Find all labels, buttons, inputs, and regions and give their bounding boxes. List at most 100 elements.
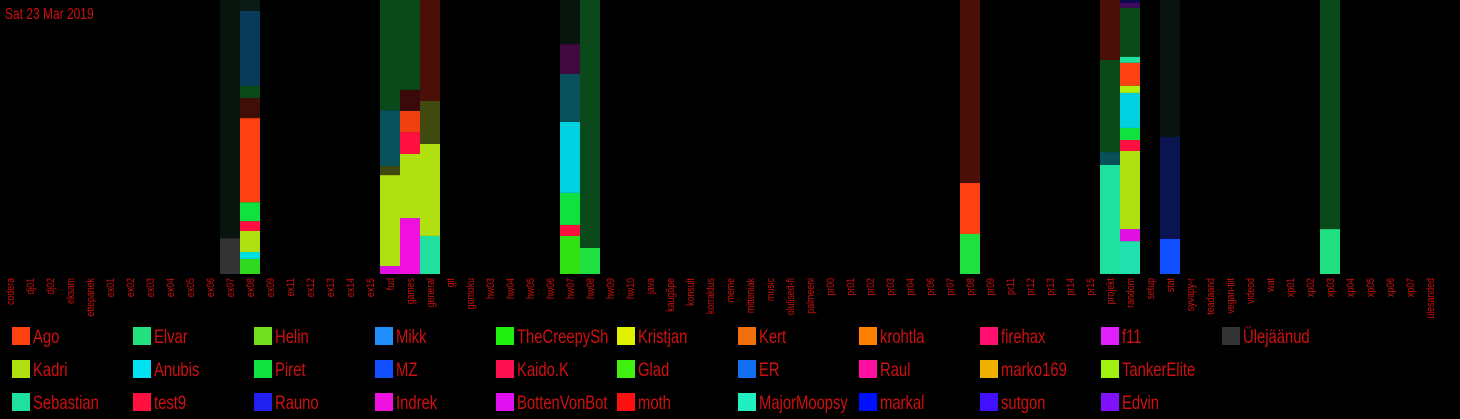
legend-label: Piret bbox=[275, 359, 306, 380]
x-tick-label: hw09 bbox=[605, 278, 617, 299]
x-tick-label: videod bbox=[1245, 278, 1257, 304]
legend-label: Edvin bbox=[1122, 392, 1159, 413]
bar-segment bbox=[1120, 7, 1140, 57]
legend-label: marko169 bbox=[1001, 359, 1067, 380]
legend-swatch bbox=[859, 360, 877, 378]
bar-segment bbox=[380, 175, 400, 267]
x-tick-label: ex04 bbox=[165, 278, 177, 297]
x-tick-label: ex13 bbox=[325, 278, 337, 297]
legend-swatch bbox=[254, 327, 272, 345]
x-tick-label: pr11 bbox=[1005, 278, 1017, 295]
x-tick-label: xp06 bbox=[1385, 278, 1397, 297]
bar-segment bbox=[1160, 238, 1180, 274]
x-tick-label: pr00 bbox=[825, 278, 837, 296]
legend-swatch bbox=[980, 393, 998, 411]
bar-segment bbox=[240, 258, 260, 274]
bar-segment bbox=[400, 110, 420, 133]
legend-swatch bbox=[12, 393, 30, 411]
x-tick-label: ex07 bbox=[225, 278, 237, 297]
legend-swatch bbox=[617, 393, 635, 411]
bar-segment bbox=[1120, 241, 1140, 274]
bar-segment bbox=[1120, 127, 1140, 141]
legend-swatch bbox=[133, 360, 151, 378]
x-tick-label: dj01 bbox=[25, 278, 37, 295]
x-tick-label: hw05 bbox=[525, 278, 537, 299]
legend-swatch bbox=[738, 393, 756, 411]
bar-segment bbox=[960, 183, 980, 234]
legend-label: ER bbox=[759, 359, 780, 380]
bar-segment bbox=[1120, 56, 1140, 63]
legend-label: Helin bbox=[275, 326, 309, 347]
bar-segment bbox=[420, 235, 440, 274]
legend-swatch bbox=[12, 327, 30, 345]
bar-segment bbox=[240, 252, 260, 259]
legend-swatch bbox=[859, 327, 877, 345]
legend-label: Kaido.K bbox=[517, 359, 569, 380]
legend-swatch bbox=[1101, 327, 1119, 345]
legend-swatch bbox=[375, 393, 393, 411]
bar-segment bbox=[560, 0, 580, 45]
legend-label: BottenVonBot bbox=[517, 392, 608, 413]
bar-segment bbox=[420, 0, 440, 101]
legend-swatch bbox=[859, 393, 877, 411]
legend-label: Kristjan bbox=[638, 326, 687, 347]
bar-segment bbox=[560, 192, 580, 225]
legend-swatch bbox=[496, 360, 514, 378]
bar-segment bbox=[1120, 0, 1140, 3]
bar-segment bbox=[1320, 229, 1340, 274]
x-tick-label: hw07 bbox=[565, 278, 577, 299]
x-tick-label: hw04 bbox=[505, 278, 517, 299]
bar-segment bbox=[1320, 0, 1340, 230]
x-tick-label: ex11 bbox=[285, 278, 297, 297]
bar-segment bbox=[560, 73, 580, 122]
bar-segment bbox=[400, 218, 420, 274]
legend-swatch bbox=[980, 327, 998, 345]
x-tick-label: games bbox=[405, 278, 417, 304]
x-tick-label: general bbox=[425, 278, 437, 307]
legend-label: moth bbox=[638, 392, 671, 413]
x-tick-label: hw10 bbox=[625, 278, 637, 299]
legend-swatch bbox=[738, 327, 756, 345]
x-tick-label: ex08 bbox=[245, 278, 257, 297]
x-tick-label: pr14 bbox=[1065, 278, 1077, 296]
bar-segment bbox=[380, 166, 400, 176]
bar-segment bbox=[400, 0, 420, 90]
x-tick-label: pr13 bbox=[1045, 278, 1057, 296]
x-tick-label: git bbox=[445, 278, 457, 287]
bar-segment bbox=[1100, 0, 1120, 61]
x-tick-label: ex02 bbox=[125, 278, 137, 297]
x-tick-label: palmeeni bbox=[805, 278, 817, 314]
x-tick-label: xp01 bbox=[1285, 278, 1297, 297]
bar-segment bbox=[1160, 0, 1180, 137]
legend-label: Kadri bbox=[33, 359, 68, 380]
x-tick-label: hw08 bbox=[585, 278, 597, 299]
x-tick-label: pr06 bbox=[925, 278, 937, 296]
bar-segment bbox=[580, 0, 600, 248]
x-tick-label: wat bbox=[1265, 278, 1277, 293]
x-tick-label: syvapy-r bbox=[1185, 277, 1197, 311]
legend-swatch bbox=[1101, 393, 1119, 411]
legend-swatch bbox=[738, 360, 756, 378]
bar-segment bbox=[240, 221, 260, 231]
bar-segment bbox=[240, 230, 260, 253]
x-tick-label: korraldus bbox=[705, 278, 717, 314]
legend-swatch bbox=[12, 360, 30, 378]
x-tick-label: ülesanded bbox=[1425, 278, 1437, 319]
bar-segment bbox=[560, 224, 580, 236]
bar-segment bbox=[1100, 164, 1120, 274]
x-tick-label: hw03 bbox=[485, 278, 497, 299]
legend-label: Glad bbox=[638, 359, 669, 380]
x-tick-label: konsult bbox=[685, 278, 697, 306]
x-tick-label: dj02 bbox=[45, 278, 57, 295]
x-tick-label: stat bbox=[1165, 278, 1177, 292]
legend-label: Raul bbox=[880, 359, 910, 380]
bar-segment bbox=[400, 89, 420, 111]
bar-segment bbox=[1120, 62, 1140, 86]
legend-label: test9 bbox=[154, 392, 186, 413]
legend-swatch bbox=[1222, 327, 1240, 345]
legend-label: MZ bbox=[396, 359, 417, 380]
bar-segment bbox=[420, 100, 440, 144]
bar-segment bbox=[240, 86, 260, 99]
x-tick-label: olulised-fi bbox=[785, 278, 797, 315]
legend-swatch bbox=[496, 327, 514, 345]
